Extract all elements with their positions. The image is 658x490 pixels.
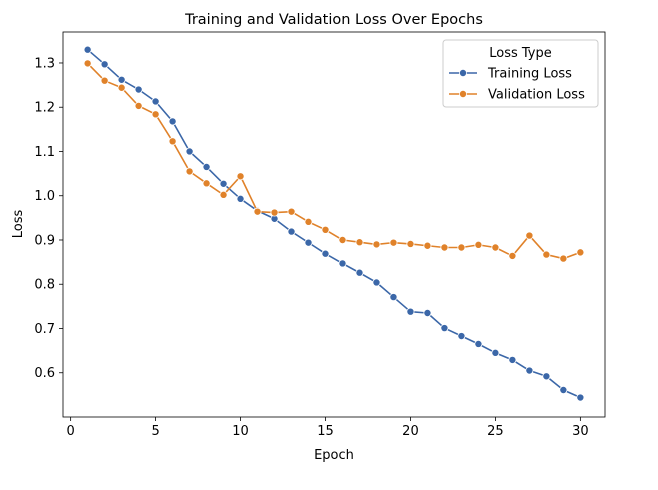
- data-point-validation-loss: [83, 59, 92, 68]
- x-tick-label: 20: [402, 424, 419, 439]
- y-tick-label: 0.7: [34, 322, 55, 337]
- y-tick-label: 0.6: [34, 366, 55, 381]
- data-point-training-loss: [576, 393, 585, 402]
- data-point-training-loss: [542, 372, 551, 381]
- legend-label-training-loss: Training Loss: [487, 67, 572, 82]
- data-point-validation-loss: [253, 207, 262, 216]
- x-tick-label: 15: [317, 424, 334, 439]
- legend-swatch-marker-validation-loss: [458, 90, 467, 99]
- data-point-training-loss: [338, 259, 347, 268]
- data-point-training-loss: [83, 45, 92, 54]
- legend-box: [442, 39, 599, 108]
- data-point-validation-loss: [151, 110, 160, 119]
- data-point-training-loss: [168, 117, 177, 126]
- data-point-validation-loss: [491, 243, 500, 252]
- data-point-training-loss: [355, 268, 364, 277]
- series-layer: [83, 45, 585, 402]
- data-point-validation-loss: [389, 238, 398, 247]
- data-point-validation-loss: [576, 248, 585, 257]
- data-point-validation-loss: [355, 238, 364, 247]
- data-point-training-loss: [236, 194, 245, 203]
- data-point-training-loss: [287, 227, 296, 236]
- data-point-validation-loss: [542, 250, 551, 259]
- x-tick-label: 30: [572, 424, 589, 439]
- data-point-validation-loss: [474, 240, 483, 249]
- y-tick-label: 1.3: [34, 56, 55, 71]
- data-point-validation-loss: [559, 254, 568, 263]
- x-tick-label: 10: [232, 424, 249, 439]
- data-point-training-loss: [117, 75, 126, 84]
- data-point-training-loss: [423, 309, 432, 318]
- plot-area: [62, 31, 606, 418]
- data-point-validation-loss: [287, 207, 296, 216]
- data-point-validation-loss: [321, 225, 330, 234]
- legend-label-validation-loss: Validation Loss: [488, 88, 585, 103]
- x-tick-label: 0: [67, 424, 75, 439]
- data-point-training-loss: [389, 293, 398, 302]
- legend: Loss Type Training Loss Validation Loss: [442, 39, 599, 108]
- x-axis: 0 5 10 15 20 25 30: [67, 417, 589, 439]
- y-tick-label: 0.8: [34, 278, 55, 293]
- data-point-training-loss: [202, 162, 211, 171]
- x-tick-label: 5: [151, 424, 159, 439]
- data-point-validation-loss: [508, 251, 517, 260]
- y-axis-label: Loss: [11, 210, 26, 239]
- data-point-training-loss: [406, 307, 415, 316]
- y-tick-label: 1.1: [34, 145, 55, 160]
- y-tick-label: 1.0: [34, 189, 55, 204]
- data-point-training-loss: [440, 324, 449, 333]
- data-point-training-loss: [134, 85, 143, 94]
- y-axis: 0.6 0.7 0.8 0.9 1.0 1.1 1.2 1.3: [34, 56, 63, 381]
- data-point-validation-loss: [134, 101, 143, 110]
- data-point-training-loss: [559, 386, 568, 395]
- data-point-validation-loss: [117, 83, 126, 92]
- data-point-validation-loss: [457, 243, 466, 252]
- data-point-validation-loss: [219, 190, 228, 199]
- data-point-training-loss: [185, 147, 194, 156]
- data-point-validation-loss: [100, 76, 109, 85]
- data-point-validation-loss: [202, 179, 211, 188]
- data-point-training-loss: [372, 278, 381, 287]
- x-tick-label: 25: [487, 424, 504, 439]
- data-point-validation-loss: [168, 137, 177, 146]
- data-point-training-loss: [304, 238, 313, 247]
- legend-swatch-marker-training-loss: [458, 69, 467, 78]
- data-point-training-loss: [219, 179, 228, 188]
- data-point-training-loss: [321, 249, 330, 258]
- data-point-validation-loss: [270, 208, 279, 217]
- y-tick-label: 1.2: [34, 101, 55, 116]
- x-axis-label: Epoch: [314, 448, 354, 463]
- data-point-validation-loss: [423, 241, 432, 250]
- data-point-validation-loss: [236, 172, 245, 181]
- data-point-training-loss: [474, 339, 483, 348]
- data-point-training-loss: [151, 97, 160, 106]
- plot-frame: [62, 31, 606, 418]
- legend-title: Loss Type: [489, 46, 552, 61]
- data-point-training-loss: [100, 60, 109, 69]
- data-point-validation-loss: [406, 239, 415, 248]
- data-point-validation-loss: [304, 217, 313, 226]
- y-tick-label: 0.9: [34, 233, 55, 248]
- data-point-validation-loss: [338, 235, 347, 244]
- data-point-training-loss: [457, 332, 466, 341]
- data-point-training-loss: [508, 355, 517, 364]
- chart-title: Training and Validation Loss Over Epochs: [184, 12, 483, 28]
- data-point-validation-loss: [440, 243, 449, 252]
- data-point-validation-loss: [525, 231, 534, 240]
- data-point-validation-loss: [372, 240, 381, 249]
- data-point-training-loss: [525, 366, 534, 375]
- data-point-training-loss: [491, 348, 500, 357]
- data-point-validation-loss: [185, 167, 194, 176]
